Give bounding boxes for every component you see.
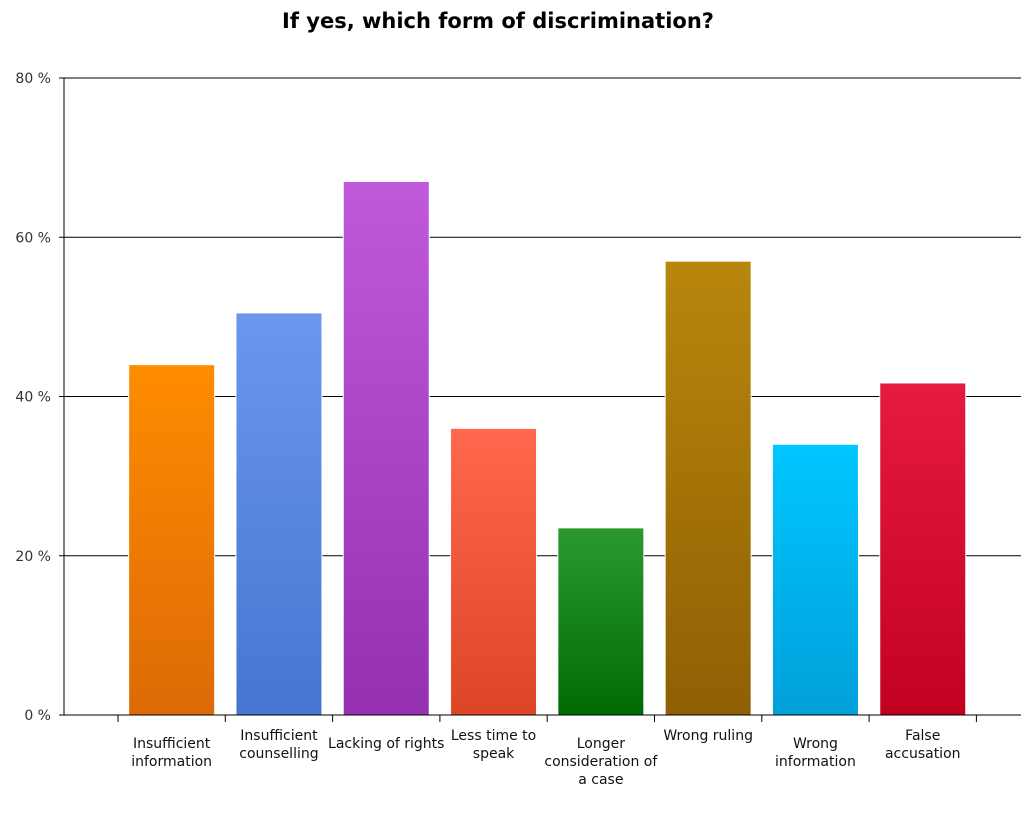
y-tick-label: 80 % [15,71,51,87]
grid-lines [64,77,1021,557]
y-tick-label: 20 % [15,549,51,565]
x-category-label: Insufficient counselling [239,728,318,762]
bar [879,382,967,716]
bar [557,527,645,716]
bar [450,427,538,716]
bar [771,443,859,716]
chart-title: If yes, which form of discrimination? [282,9,714,33]
y-tick-label: 0 % [24,708,51,724]
x-axis-labels: Insufficient information Insufficient couns… [131,728,960,788]
axes [59,78,1021,722]
bars [128,181,967,716]
x-category-label: Insufficient information [131,736,212,770]
y-axis-ticks: 0 % 20 % 40 % 60 % 80 % [15,71,64,724]
x-category-label: Wrong information [775,736,856,770]
x-category-label: Lacking of rights [328,736,444,752]
x-category-label: Longer consideration of a case [544,736,658,788]
bar [664,260,752,716]
bar [128,364,216,716]
x-category-label: Wrong ruling [663,728,753,744]
bar [235,312,323,716]
x-category-label: Less time to speak [451,728,536,762]
y-tick-label: 40 % [15,390,51,406]
x-category-label: False accusation [885,728,961,762]
y-tick-label: 60 % [15,230,51,246]
bar [342,181,430,716]
